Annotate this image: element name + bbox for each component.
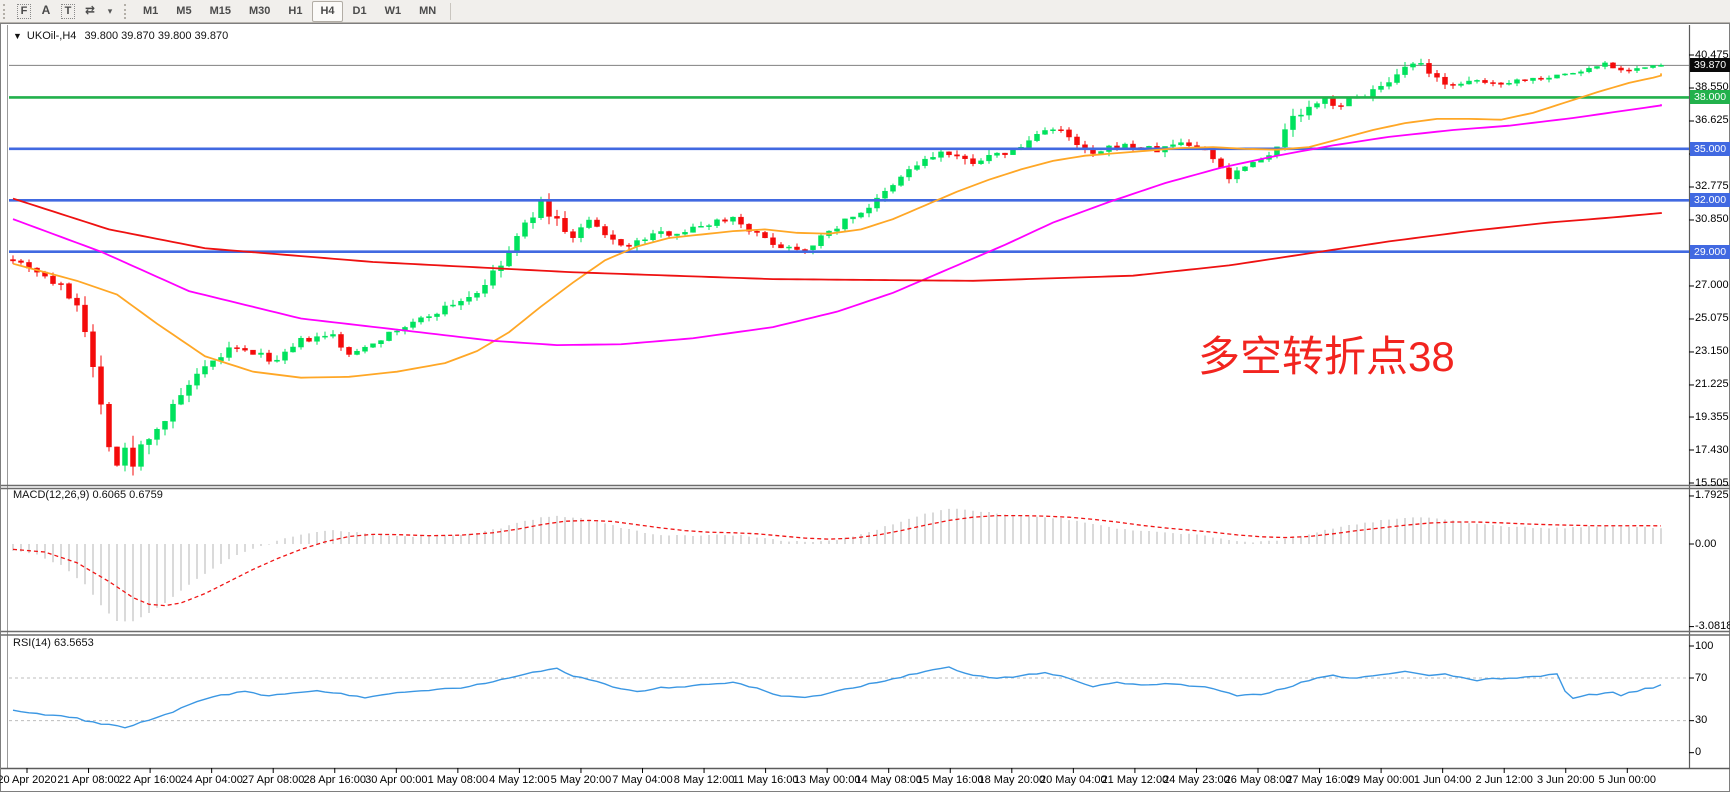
toolbar: F A T ⇄ ▾ M1 M5 M15 M30 H1 H4 D1 W1 MN: [0, 0, 1730, 23]
price-badge-38.000: 38.000: [1690, 90, 1730, 105]
price-tick-17.430: 17.430: [1695, 443, 1729, 456]
date-label-10: 7 May 04:00: [612, 774, 673, 786]
timeframe-button-h1[interactable]: H1: [288, 5, 303, 17]
timeframe-button-h4[interactable]: H4: [312, 0, 343, 22]
date-label-1: 21 Apr 08:00: [57, 774, 120, 786]
timeframe-button-d1[interactable]: D1: [352, 5, 367, 17]
date-label-6: 30 Apr 00:00: [365, 774, 428, 786]
date-label-22: 29 May 00:00: [1347, 774, 1415, 786]
date-label-25: 3 Jun 20:00: [1537, 774, 1595, 786]
timeframe-button-m1[interactable]: M1: [143, 5, 159, 17]
text-annotation-icon[interactable]: A: [41, 3, 51, 18]
price-tick-21.225: 21.225: [1695, 378, 1729, 391]
price-badge-35.000: 35.000: [1690, 141, 1730, 156]
price-tick-25.075: 25.075: [1695, 312, 1729, 325]
timeframe-button-m15[interactable]: M15: [209, 5, 231, 17]
macd-indicator-label: MACD(12,26,9) 0.6065 0.6759: [13, 489, 163, 501]
timeframe-button-m30[interactable]: M30: [248, 5, 271, 17]
date-label-20: 26 May 08:00: [1224, 774, 1292, 786]
rsi-tick-30: 30: [1695, 714, 1708, 727]
rsi-tick-100: 100: [1695, 639, 1714, 652]
dropdown-caret-icon[interactable]: ▾: [107, 5, 113, 16]
price-tick-19.355: 19.355: [1695, 410, 1729, 423]
annotation-text: 多空转折点38: [1198, 333, 1455, 380]
price-badge-29.000: 29.000: [1690, 244, 1730, 259]
timeframe-button-m5[interactable]: M5: [176, 5, 192, 17]
rsi-tick-70: 70: [1695, 671, 1708, 684]
date-label-2: 22 Apr 16:00: [118, 774, 182, 786]
date-label-18: 21 May 12:00: [1101, 774, 1169, 786]
date-label-3: 24 Apr 04:00: [180, 774, 243, 786]
date-label-24: 2 Jun 12:00: [1475, 774, 1533, 786]
price-badge-32.000: 32.000: [1690, 193, 1730, 208]
date-label-5: 28 Apr 16:00: [303, 774, 366, 786]
timeframe-button-mn[interactable]: MN: [419, 5, 437, 17]
date-label-11: 8 May 12:00: [673, 774, 735, 786]
macd-tick-1.7925: 1.7925: [1695, 489, 1729, 502]
price-tick-32.775: 32.775: [1695, 180, 1729, 193]
date-label-21: 27 May 16:00: [1286, 774, 1353, 786]
date-label-9: 5 May 20:00: [550, 774, 612, 786]
price-tick-15.505: 15.505: [1695, 476, 1729, 489]
cycle-arrows-icon[interactable]: ⇄: [84, 3, 96, 18]
ma-mid-magenta: [12, 104, 1662, 347]
price-tick-30.850: 30.850: [1695, 213, 1729, 226]
chart-template-grid-icon[interactable]: F: [13, 2, 35, 21]
price-tick-23.150: 23.150: [1695, 345, 1729, 358]
macd-tick-0.00: 0.00: [1695, 537, 1717, 550]
date-label-26: 5 Jun 00:00: [1598, 774, 1657, 786]
date-label-16: 18 May 20:00: [978, 774, 1046, 786]
date-label-12: 11 May 16:00: [732, 774, 799, 786]
macd-tick--3.0818: -3.0818: [1695, 620, 1730, 633]
toolbar-separator: [450, 2, 452, 20]
date-label-0: 20 Apr 2020: [0, 774, 57, 786]
title-ohlc-values: 39.800 39.870 39.800 39.870: [84, 30, 229, 42]
ma-slow-red: [12, 197, 1662, 282]
chart-canvas[interactable]: [1, 24, 1730, 793]
rsi-tick-0: 0: [1695, 746, 1702, 759]
date-label-17: 20 May 04:00: [1040, 774, 1107, 786]
price-tick-27.000: 27.000: [1695, 279, 1729, 292]
symbol-dropdown-icon[interactable]: ▼: [13, 31, 22, 41]
date-label-14: 14 May 08:00: [855, 774, 923, 786]
toolbar-grip2[interactable]: [124, 3, 130, 19]
date-label-23: 1 Jun 04:00: [1413, 774, 1472, 786]
chart-title[interactable]: ▼ UKOil-,H4 39.800 39.870 39.800 39.870: [13, 30, 228, 42]
date-label-15: 15 May 16:00: [916, 774, 984, 786]
symbol-timeframe-label: UKOil-,H4: [26, 30, 77, 42]
rsi-indicator-label: RSI(14) 63.5653: [13, 637, 94, 649]
text-label-icon[interactable]: T: [57, 2, 79, 21]
timeframe-button-w1[interactable]: W1: [384, 5, 402, 17]
date-label-8: 4 May 12:00: [489, 774, 550, 786]
toolbar-grip[interactable]: [3, 3, 9, 19]
chart-window[interactable]: ▼ UKOil-,H4 39.800 39.870 39.800 39.870 MA…: [0, 23, 1730, 792]
price-tick-40.475: 40.475: [1695, 48, 1729, 61]
price-tick-36.625: 36.625: [1695, 114, 1729, 127]
price-badge-39.870: 39.870: [1690, 58, 1730, 73]
date-label-4: 27 Apr 08:00: [241, 774, 305, 786]
date-label-7: 1 May 08:00: [427, 774, 489, 786]
date-label-13: 13 May 00:00: [793, 774, 861, 786]
date-label-19: 24 May 23:00: [1163, 774, 1230, 786]
ma-fast-orange: [12, 73, 1662, 379]
